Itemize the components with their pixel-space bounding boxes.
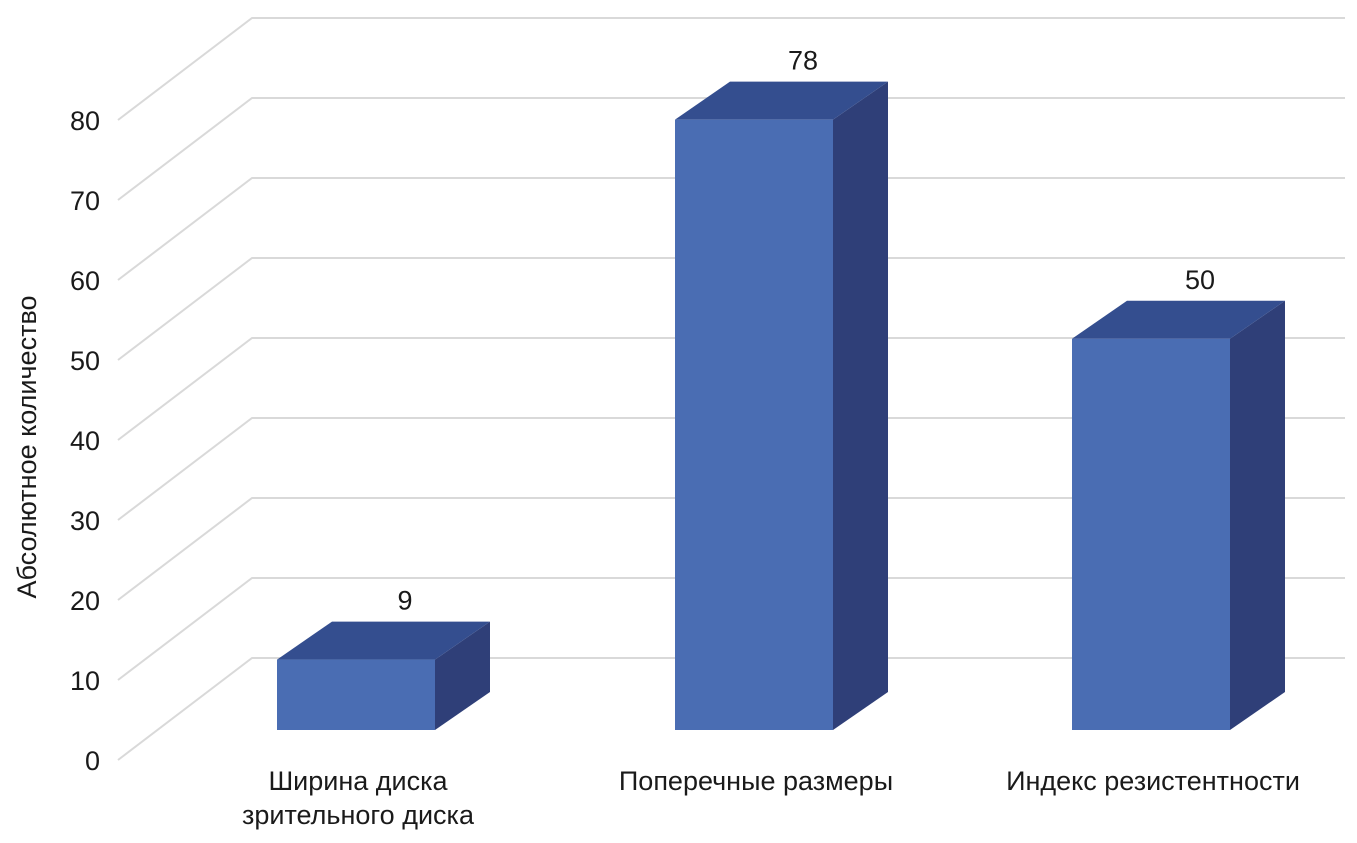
y-tick-label: 60 [70, 266, 100, 296]
category-labels: Ширина диска зрительного диска Поперечные … [242, 766, 1300, 830]
bar: 50 [1072, 265, 1285, 730]
gridline [117, 257, 1345, 361]
gridline [117, 177, 1345, 281]
bar-side-face [833, 81, 888, 730]
data-label: 9 [397, 586, 412, 616]
y-tick-label: 30 [70, 506, 100, 536]
gridline [117, 657, 1345, 761]
bar-top-face [1072, 300, 1285, 339]
bar-front-face [675, 119, 833, 730]
y-tick-label: 50 [70, 346, 100, 376]
bar: 78 [675, 46, 888, 730]
x-tick-label: Индекс резистентности [1006, 766, 1300, 796]
gridline [117, 577, 1345, 681]
y-tick-label: 40 [70, 426, 100, 456]
data-label: 78 [788, 46, 818, 76]
y-tick-label: 20 [70, 586, 100, 616]
y-tick-label: 0 [85, 746, 100, 776]
bar-front-face [277, 659, 435, 730]
bar-side-face [1230, 300, 1285, 730]
gridline [117, 97, 1345, 201]
bars: 9 78 50 [277, 46, 1285, 730]
gridlines [117, 17, 1345, 761]
gridline [117, 337, 1345, 441]
y-tick-label: 70 [70, 186, 100, 216]
gridline [117, 17, 1345, 121]
gridline [117, 497, 1345, 601]
x-tick-label: Поперечные размеры [619, 766, 893, 796]
y-tick-label: 80 [70, 106, 100, 136]
data-label: 50 [1185, 265, 1215, 295]
bar: 9 [277, 586, 490, 730]
y-axis-ticks: 0 10 20 30 40 50 60 70 80 [70, 106, 100, 776]
gridline [117, 417, 1345, 521]
y-tick-label: 10 [70, 666, 100, 696]
bar-top-face [277, 621, 490, 660]
bar-front-face [1072, 338, 1230, 730]
bar-top-face [675, 81, 888, 120]
bar-side-face [435, 621, 490, 730]
y-axis-label: Абсолютное количество [12, 296, 42, 599]
x-tick-label: Ширина диска зрительного диска [242, 766, 475, 830]
